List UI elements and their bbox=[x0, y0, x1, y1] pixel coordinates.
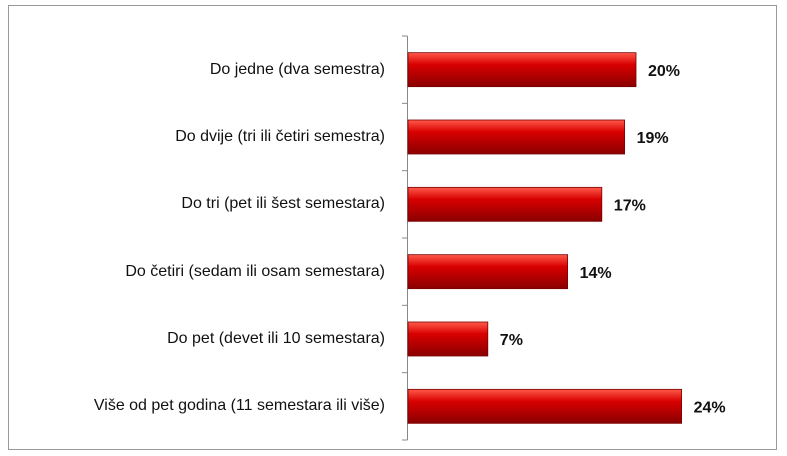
category-label-box: Do dvije (tri ili četiri semestra) bbox=[45, 107, 385, 167]
value-label: 24% bbox=[694, 400, 726, 417]
category-label: Do dvije (tri ili četiri semestra) bbox=[175, 128, 385, 145]
category-label: Do četiri (sedam ili osam semestara) bbox=[125, 262, 385, 280]
category-label-box: Do jedne (dva semestra) bbox=[45, 40, 385, 100]
value-label: 7% bbox=[500, 332, 523, 349]
chart-frame bbox=[8, 5, 777, 450]
value-label: 19% bbox=[637, 130, 669, 147]
value-label: 14% bbox=[580, 265, 612, 282]
category-label: Više od pet godina (11 semestara ili viš… bbox=[93, 397, 385, 415]
category-label-box: Do četiri (sedam ili osam semestara) bbox=[45, 242, 385, 302]
bar bbox=[407, 52, 637, 88]
bar bbox=[407, 321, 489, 357]
category-label-box: Do pet (devet ili 10 semestara) bbox=[45, 309, 385, 369]
category-label-box: Više od pet godina (11 semestara ili viš… bbox=[45, 376, 385, 436]
category-label: Do jedne (dva semestra) bbox=[209, 60, 385, 78]
category-label-box: Do tri (pet ili šest semestara) bbox=[45, 174, 385, 234]
bar bbox=[407, 119, 626, 155]
value-label: 17% bbox=[614, 198, 646, 215]
bar bbox=[407, 186, 603, 222]
value-label: 20% bbox=[648, 63, 680, 80]
bar bbox=[407, 254, 569, 290]
category-label: Do tri (pet ili šest semestara) bbox=[181, 195, 385, 213]
category-label: Do pet (devet ili 10 semestara) bbox=[167, 330, 385, 347]
bar bbox=[407, 388, 683, 424]
